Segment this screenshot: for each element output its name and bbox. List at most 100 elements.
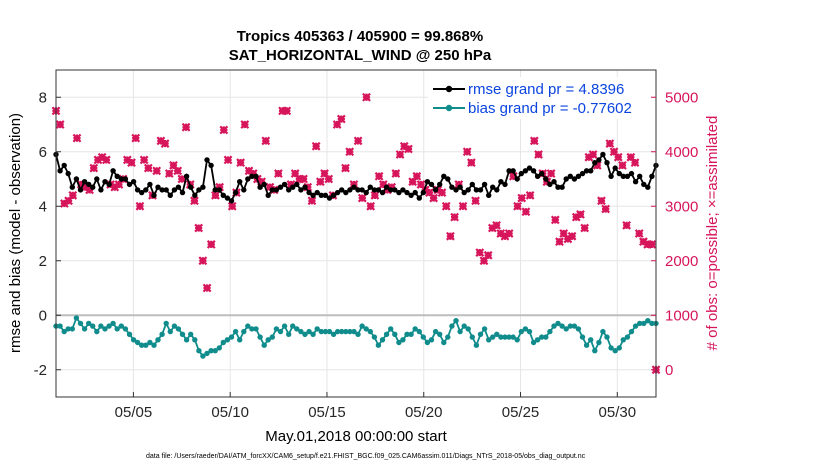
y-tick-label: 8: [39, 89, 47, 106]
bias-point: [526, 328, 533, 335]
rmse-point: [641, 181, 647, 188]
obs-count-marker: [236, 158, 245, 168]
rmse-point: [57, 168, 63, 174]
obs-count-marker: [332, 120, 342, 129]
bias-point: [388, 326, 394, 332]
rmse-point: [241, 187, 247, 193]
bias-point: [81, 326, 88, 332]
rmse-point: [465, 187, 471, 193]
obs-count-marker: [370, 190, 380, 200]
data-file-footnote: data file: /Users/raeder/DAI/ATM_forcXX/…: [146, 453, 586, 460]
obs-count-marker: [580, 223, 590, 233]
obs-count-marker: [622, 220, 632, 230]
obs-count-marker: [588, 150, 598, 159]
rmse-point: [269, 187, 275, 193]
obs-count-marker: [139, 155, 149, 165]
rmse-point: [298, 187, 304, 193]
rmse-point: [637, 173, 643, 179]
obs-count-marker: [576, 210, 585, 219]
obs-count-marker: [441, 201, 451, 211]
rmse-point: [208, 162, 214, 169]
obs-count-marker: [315, 177, 325, 187]
bias-point: [522, 326, 529, 332]
obs-count-marker: [194, 223, 204, 233]
bias-point: [367, 328, 373, 335]
bias-point: [510, 334, 516, 340]
rmse-point: [314, 189, 320, 196]
obs-count-marker: [613, 152, 623, 162]
rmse-point: [628, 170, 635, 177]
rmse-point: [69, 184, 76, 190]
rmse-point: [257, 184, 263, 190]
rmse-point: [318, 192, 324, 198]
bias-point: [290, 323, 296, 329]
y2-tick-label: 4000: [665, 144, 698, 161]
bias-point: [604, 334, 610, 340]
bias-point: [392, 331, 398, 337]
obs-count-marker: [471, 196, 480, 206]
rmse-point: [543, 176, 549, 182]
rmse-point: [396, 189, 402, 196]
rmse-point: [420, 189, 426, 196]
bias-point: [583, 342, 590, 348]
rmse-point: [110, 168, 116, 174]
legend: rmse grand pr = 4.8396 bias grand pr = -…: [428, 77, 651, 119]
obs-count-marker: [353, 136, 363, 146]
bias-point: [432, 328, 439, 335]
rmse-point: [102, 179, 108, 185]
rmse-point: [392, 187, 398, 193]
obs-count-marker: [378, 180, 388, 189]
bias-point: [253, 326, 259, 332]
bias-point: [249, 326, 255, 332]
rmse-point: [94, 176, 100, 182]
obs-count-marker: [404, 144, 413, 154]
bias-point: [143, 342, 149, 348]
bias-point: [612, 348, 618, 354]
obs-count-marker: [152, 166, 162, 176]
obs-count-marker: [160, 139, 170, 148]
rmse-point: [600, 151, 606, 158]
bias-point: [477, 331, 484, 337]
rmse-series: [53, 151, 659, 204]
bias-point: [114, 326, 120, 332]
y-tick-label: 4: [39, 198, 47, 215]
plot-frame: [55, 69, 657, 398]
rmse-point: [612, 165, 618, 171]
obs-count-marker: [85, 185, 94, 195]
obs-count-marker: [72, 133, 82, 143]
bias-point: [237, 337, 243, 343]
obs-count-marker: [647, 240, 657, 249]
bias-point: [379, 337, 386, 343]
obs-count-marker: [177, 174, 187, 184]
bias-point: [383, 331, 390, 337]
rmse-point: [645, 184, 651, 190]
x-tick-label: 05/25: [502, 404, 540, 421]
legend-rmse-marker: [445, 85, 453, 93]
rmse-point: [61, 162, 67, 169]
obs-count-marker: [517, 193, 527, 203]
obs-count-marker: [643, 240, 652, 249]
bias-point: [649, 320, 655, 327]
rmse-point: [204, 157, 210, 163]
bias-point: [518, 328, 524, 335]
rmse-point: [359, 187, 365, 193]
obs-count-marker: [286, 180, 296, 189]
rmse-point: [518, 170, 524, 177]
obs-count-marker: [374, 171, 384, 181]
rmse-point: [159, 187, 165, 193]
bias-point: [155, 337, 161, 343]
rmse-point: [522, 168, 529, 174]
rmse-point: [502, 181, 508, 188]
obs-count-marker: [336, 114, 346, 124]
obs-count-marker: [391, 169, 401, 178]
rmse-point: [286, 187, 292, 193]
bias-point: [461, 323, 467, 329]
rmse-point: [326, 195, 333, 201]
bias-point: [216, 345, 222, 351]
rmse-point: [216, 187, 222, 193]
obs-count-marker: [521, 207, 531, 217]
axis-ticks: 05/05 05/10 05/15 05/20 05/25 05/30 -2 0 2 4 6 8 0 10…: [34, 89, 699, 421]
rmse-point: [106, 181, 112, 188]
bias-point: [555, 320, 561, 327]
